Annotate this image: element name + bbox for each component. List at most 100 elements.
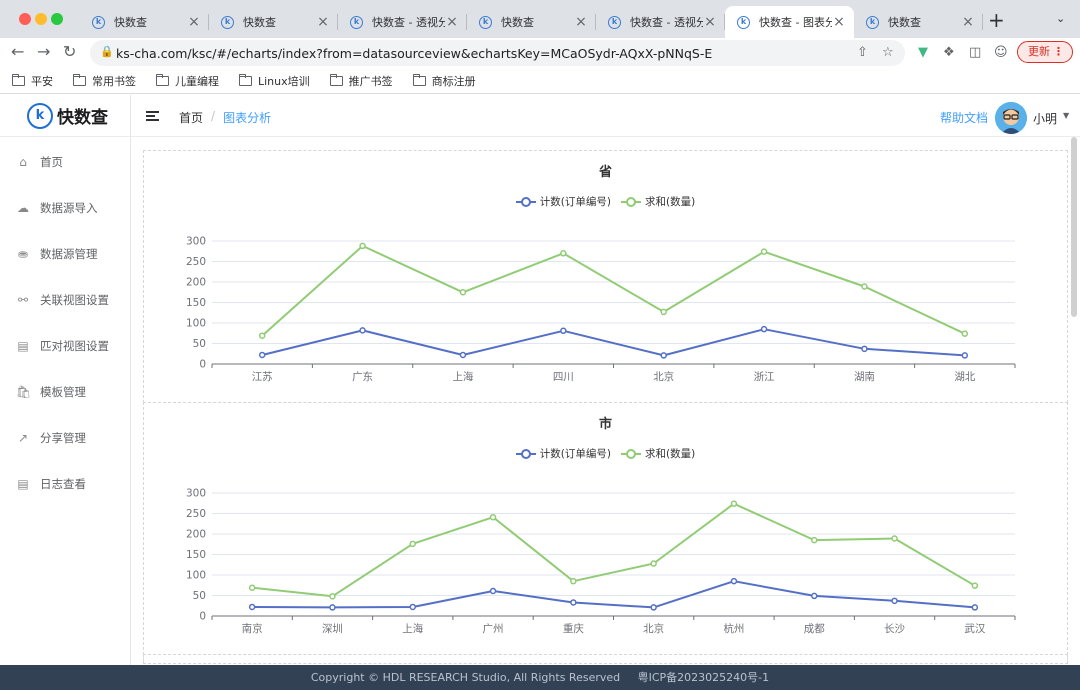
back-arrow-icon[interactable]: ← [11,42,25,61]
data-point[interactable] [730,500,738,507]
data-point[interactable] [570,599,577,606]
breadcrumb-home[interactable]: 首页 [179,111,204,125]
bookmark-star-icon[interactable]: ☆ [882,45,894,60]
sidebar-item-7[interactable]: ▤ 日志查看 [0,461,130,507]
browser-tab[interactable]: k 快数查 - 透视分析× [338,6,467,38]
tab-close-icon[interactable]: × [446,14,458,30]
bookmark-item[interactable]: Linux培训 [239,73,310,89]
sidebar-item-1[interactable]: ☁ 数据源导入 [0,185,130,231]
data-point[interactable] [570,577,577,585]
legend-item[interactable]: 求和(数量) [621,194,695,209]
data-point[interactable] [560,327,567,335]
tab-separator [724,14,725,30]
data-point[interactable] [409,540,416,548]
url-text[interactable]: ks-cha.com/ksc/#/echarts/index?from=data… [116,46,713,61]
footer-icp[interactable]: 粤ICP备2023025240号-1 [637,671,770,684]
user-name[interactable]: 小明 [1033,112,1058,126]
chart-panel-province: 省计数(订单编号) 求和(数量) 0 50 100 150 200 250 300 江苏 广东 上海 四… [143,150,1068,403]
tab-close-icon[interactable]: × [962,14,974,30]
browser-tab[interactable]: k 快数查 × [854,6,983,38]
data-point[interactable] [359,327,366,334]
browser-tab[interactable]: k 快数查 × [209,6,338,38]
window-close-button[interactable] [19,13,31,25]
legend-item[interactable]: 计数(订单编号) [515,194,611,209]
data-point[interactable] [258,332,266,339]
share-page-icon[interactable]: ⇧ [857,45,868,60]
data-point[interactable] [961,352,969,359]
data-point[interactable] [489,587,497,595]
address-bar[interactable]: 🔒 ks-cha.com/ksc/#/echarts/index?from=da… [90,40,905,66]
bookmark-label: 平安 [31,74,53,88]
bookmark-item[interactable]: 儿童编程 [156,73,219,89]
avatar[interactable] [995,102,1027,134]
user-dropdown-icon[interactable]: ▼ [1063,111,1070,120]
bookmark-item[interactable]: 常用书签 [73,73,136,89]
data-point[interactable] [730,577,738,585]
legend-item[interactable]: 求和(数量) [621,446,695,461]
data-point[interactable] [861,283,868,290]
sidebar-item-5[interactable]: 🛍 模板管理 [0,369,130,415]
data-point[interactable] [459,351,467,359]
bookmark-item[interactable]: 推广书签 [329,73,393,89]
forward-arrow-icon[interactable]: → [37,42,51,61]
tab-close-icon[interactable]: × [575,14,587,30]
data-point[interactable] [329,604,336,611]
window-zoom-button[interactable] [51,13,63,25]
sidebar-item-4[interactable]: ▤ 匹对视图设置 [0,323,130,369]
legend-item[interactable]: 计数(订单编号) [515,446,611,461]
tab-search-chevron-icon[interactable]: ⌄ [1056,12,1066,25]
data-point[interactable] [891,597,898,605]
tab-close-icon[interactable]: × [317,14,329,30]
data-point[interactable] [248,584,256,591]
logo[interactable]: k 快数查 [0,95,130,137]
browser-tab[interactable]: k 快数查 × [467,6,596,38]
reload-icon[interactable]: ↻ [63,42,77,61]
window-minimize-button[interactable] [35,13,47,25]
sidebar-item-3[interactable]: ⚯ 关联视图设置 [0,277,130,323]
data-point[interactable] [760,248,768,255]
data-point[interactable] [359,242,366,250]
tab-title: 快数查 - 图表分析 [759,16,832,29]
data-point[interactable] [650,560,657,567]
sidebar-item-2[interactable]: ⛂ 数据源管理 [0,231,130,277]
tab-close-icon[interactable]: × [188,14,200,30]
bookmark-item[interactable]: 商标注册 [412,73,476,89]
data-point[interactable] [891,535,898,542]
data-point[interactable] [560,250,567,257]
data-point[interactable] [650,604,657,611]
tab-close-icon[interactable]: × [833,14,845,30]
data-point[interactable] [760,325,768,333]
folder-icon [412,73,426,86]
browser-tab[interactable]: k 快数查 × [80,6,209,38]
data-point[interactable] [971,582,979,589]
sidebar-item-6[interactable]: ↗ 分享管理 [0,415,130,461]
help-docs-link[interactable]: 帮助文档 [940,111,989,125]
data-point[interactable] [409,603,416,611]
content-scrollbar[interactable] [1071,137,1077,317]
bookmark-item[interactable]: 平安 [12,73,53,89]
data-point[interactable] [660,308,667,316]
data-point[interactable] [248,603,256,611]
data-point[interactable] [459,289,467,296]
tab-close-icon[interactable]: × [704,14,716,30]
data-point[interactable] [489,513,497,521]
side-panel-icon[interactable]: ◫ [969,45,982,60]
data-point[interactable] [329,593,336,600]
vue-devtools-icon[interactable]: ▼ [918,45,928,60]
browser-tab[interactable]: k 快数查 - 透视分析× [596,6,725,38]
extensions-puzzle-icon[interactable]: ❖ [943,45,955,60]
data-point[interactable] [961,330,969,337]
data-point[interactable] [660,352,667,359]
data-point[interactable] [971,604,979,611]
browser-tab[interactable]: k 快数查 - 图表分析× [725,6,854,38]
profile-icon[interactable]: ☺ [994,45,1008,60]
sidebar-item-0[interactable]: ⌂ 首页 [0,139,130,185]
menu-toggle-icon[interactable] [146,111,159,121]
data-point[interactable] [861,345,868,353]
data-point[interactable] [811,536,818,544]
data-point[interactable] [258,351,266,359]
update-button[interactable]: 更新 ⋮ [1017,41,1073,63]
data-point[interactable] [811,592,818,600]
lock-icon[interactable]: 🔒 [100,45,114,58]
new-tab-button[interactable]: + [988,8,1005,32]
